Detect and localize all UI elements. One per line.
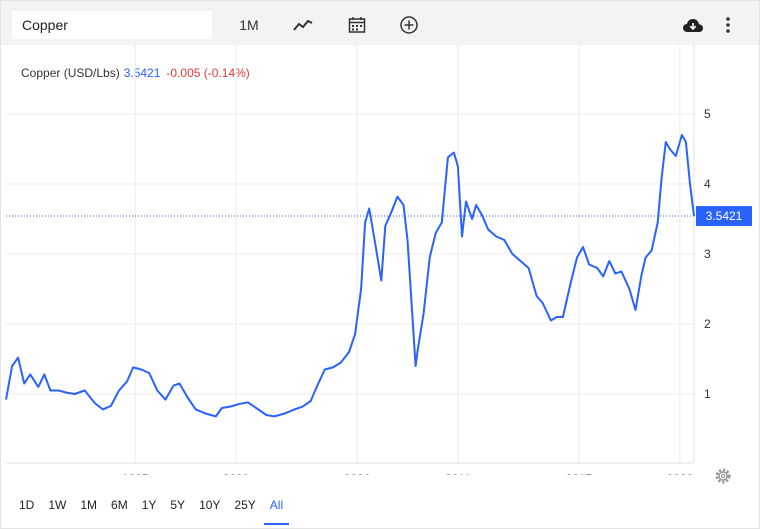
y-tick-label: 1 — [704, 387, 711, 401]
y-tick-label: 5 — [704, 107, 711, 121]
gear-icon[interactable] — [714, 467, 732, 485]
legend-symbol-name: Copper (USD/Lbs) — [21, 66, 120, 80]
range-button-all[interactable]: All — [263, 494, 290, 525]
x-tick-label: 2022 — [667, 472, 694, 475]
symbol-search-input[interactable] — [12, 11, 212, 39]
line-chart-icon[interactable] — [291, 11, 315, 39]
last-price-tag — [696, 206, 752, 227]
more-vertical-icon[interactable] — [721, 11, 735, 39]
plus-circle-icon[interactable] — [398, 11, 420, 39]
range-button-1d[interactable]: 1D — [19, 498, 35, 512]
y-tick-label: 2 — [704, 317, 711, 331]
x-tick-label: 1995 — [122, 472, 149, 475]
chart-legend: Copper (USD/Lbs) 3.5421 -0.005 (-0.14%) — [21, 66, 250, 80]
calendar-icon[interactable] — [346, 11, 368, 39]
last-price-tag-label: 3.5421 — [706, 209, 743, 223]
legend-change: -0.005 (-0.14%) — [166, 66, 250, 80]
x-tick-label: 2000 — [223, 472, 250, 475]
price-series-line — [5, 134, 695, 418]
range-button-6m[interactable]: 6M — [111, 498, 128, 512]
price-chart[interactable]: 1 2 3 4 5 1995 2000 2006 2011 2017 2022 3.5421 — [1, 45, 759, 475]
range-selector: 1D 1W 1M 6M 1Y 5Y 10Y 25Y All — [19, 491, 297, 525]
range-button-1w[interactable]: 1W — [48, 498, 67, 512]
y-tick-label: 3 — [704, 247, 711, 261]
range-button-5y[interactable]: 5Y — [170, 498, 186, 512]
range-button-25y[interactable]: 25Y — [234, 498, 256, 512]
x-tick-label: 2011 — [445, 472, 471, 475]
range-button-10y[interactable]: 10Y — [199, 498, 221, 512]
cloud-download-icon[interactable] — [681, 11, 705, 39]
toolbar: 1M — [1, 1, 759, 45]
x-tick-label: 2017 — [566, 472, 593, 475]
range-button-1m[interactable]: 1M — [80, 498, 98, 512]
x-tick-label: 2006 — [344, 472, 371, 475]
interval-button[interactable]: 1M — [239, 17, 259, 33]
y-tick-label: 4 — [704, 177, 711, 191]
range-button-1y[interactable]: 1Y — [141, 498, 157, 512]
legend-price: 3.5421 — [123, 66, 161, 80]
